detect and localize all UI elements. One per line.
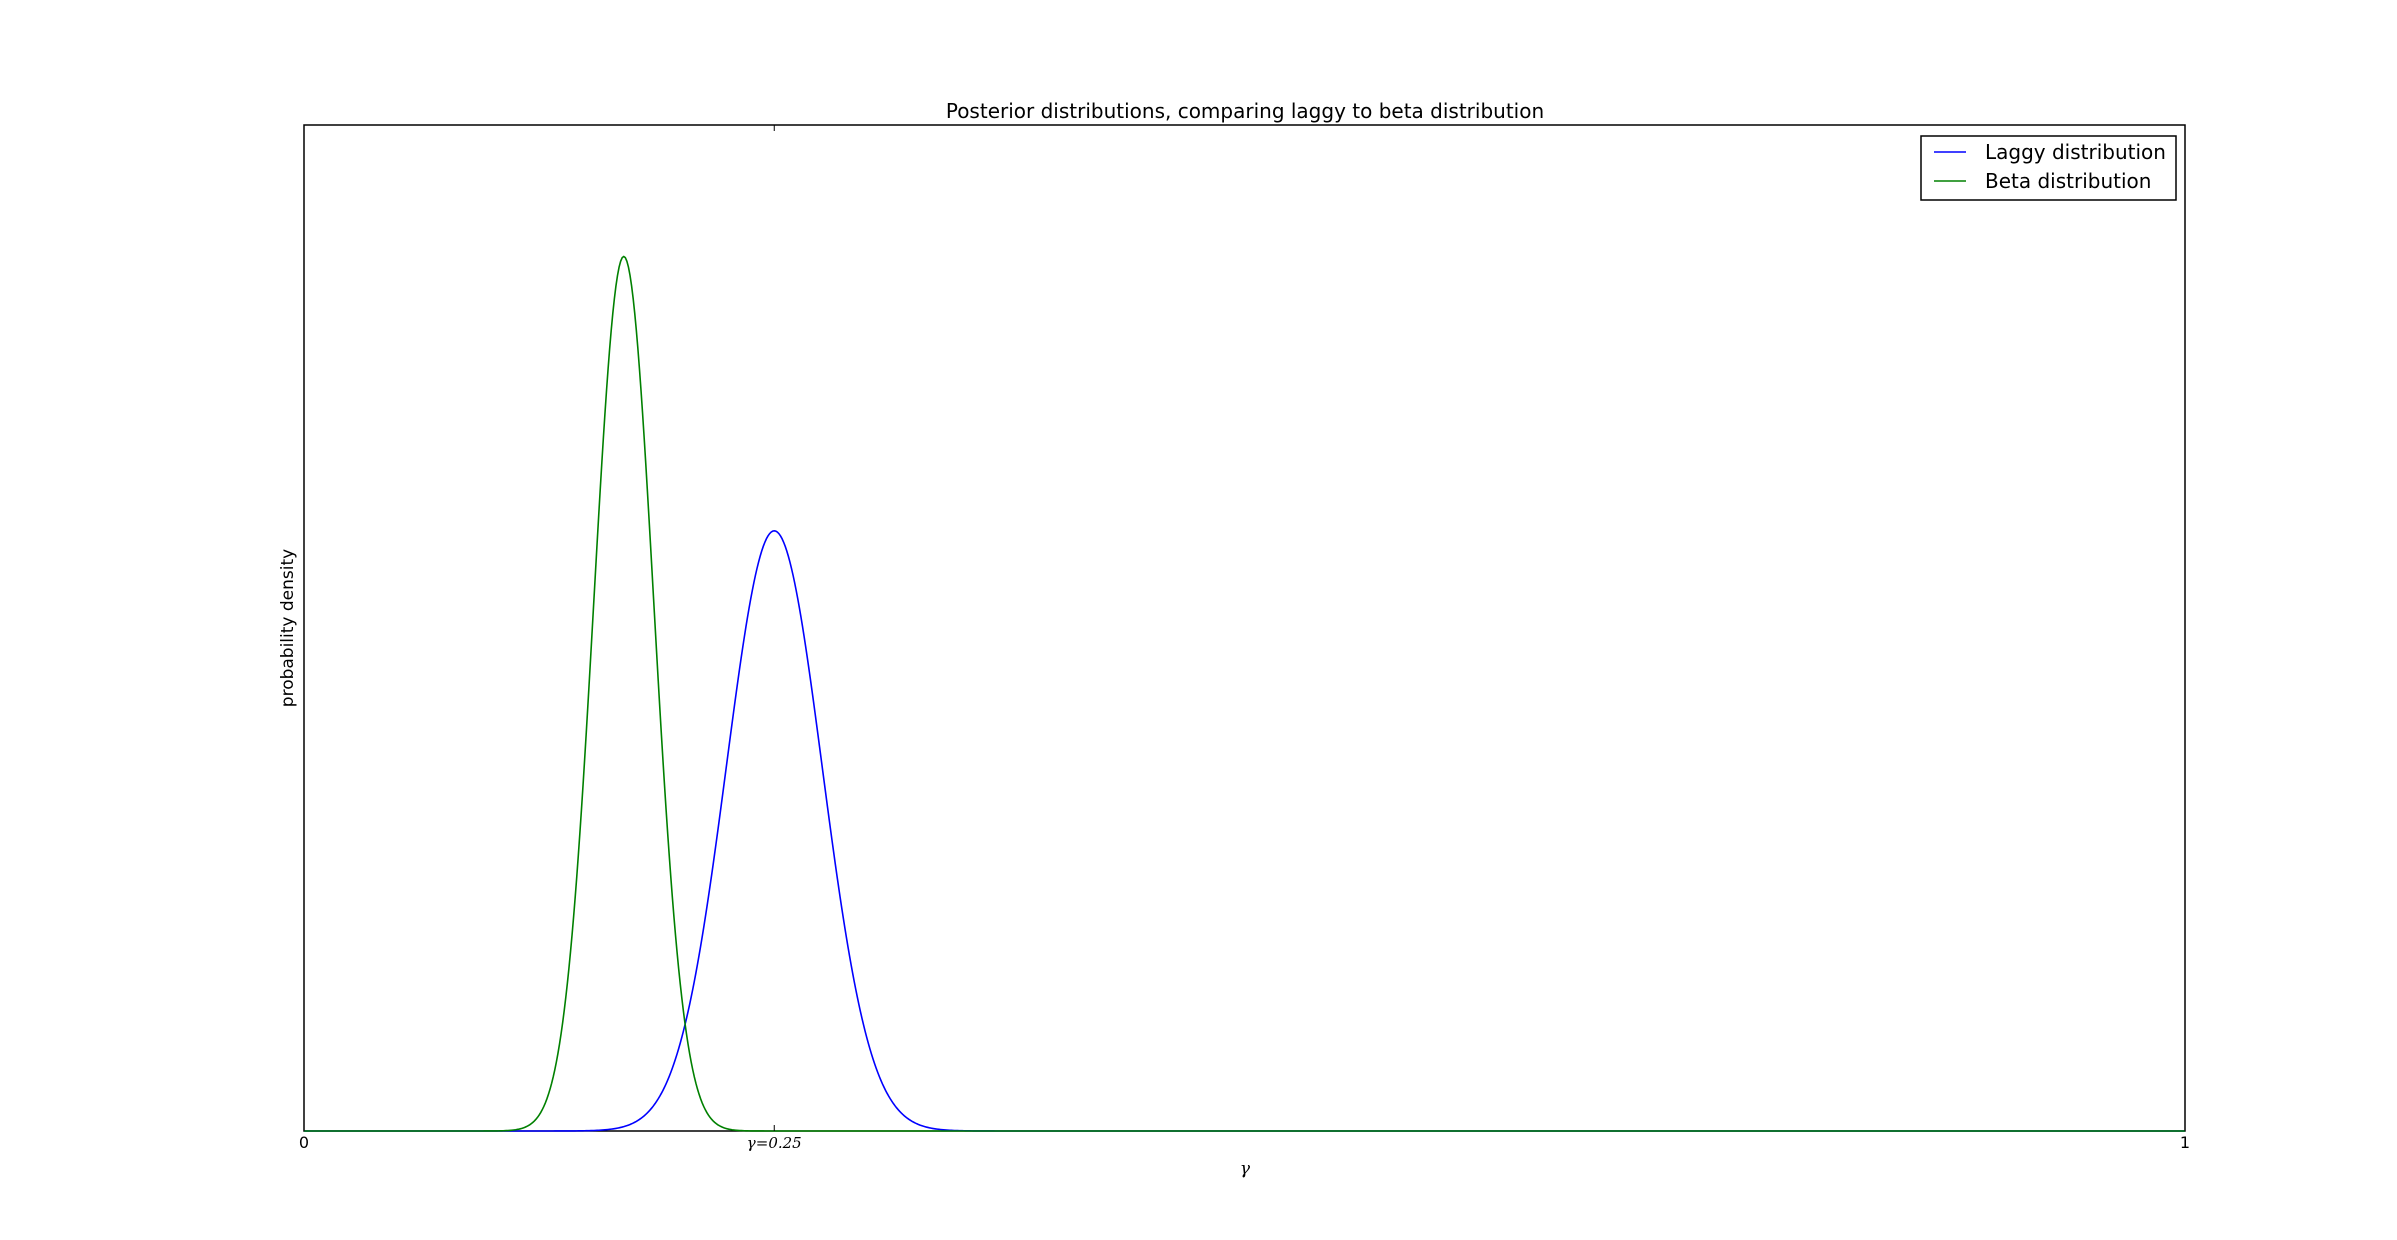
- x-tick-label-2: 1: [2180, 1133, 2190, 1152]
- x-tick-label-0: 0: [299, 1133, 309, 1152]
- legend-label-beta: Beta distribution: [1985, 169, 2151, 193]
- y-axis-label: probability density: [278, 549, 298, 707]
- plot-area: [304, 125, 2185, 1131]
- x-tick-label-1: γ=0.25: [747, 1134, 802, 1152]
- plot-frame: [304, 125, 2185, 1131]
- legend: Laggy distribution Beta distribution: [1921, 136, 2176, 200]
- chart-title: Posterior distributions, comparing laggy…: [946, 99, 1544, 123]
- x-axis-label: γ: [1240, 1159, 1251, 1179]
- legend-label-laggy: Laggy distribution: [1985, 140, 2166, 164]
